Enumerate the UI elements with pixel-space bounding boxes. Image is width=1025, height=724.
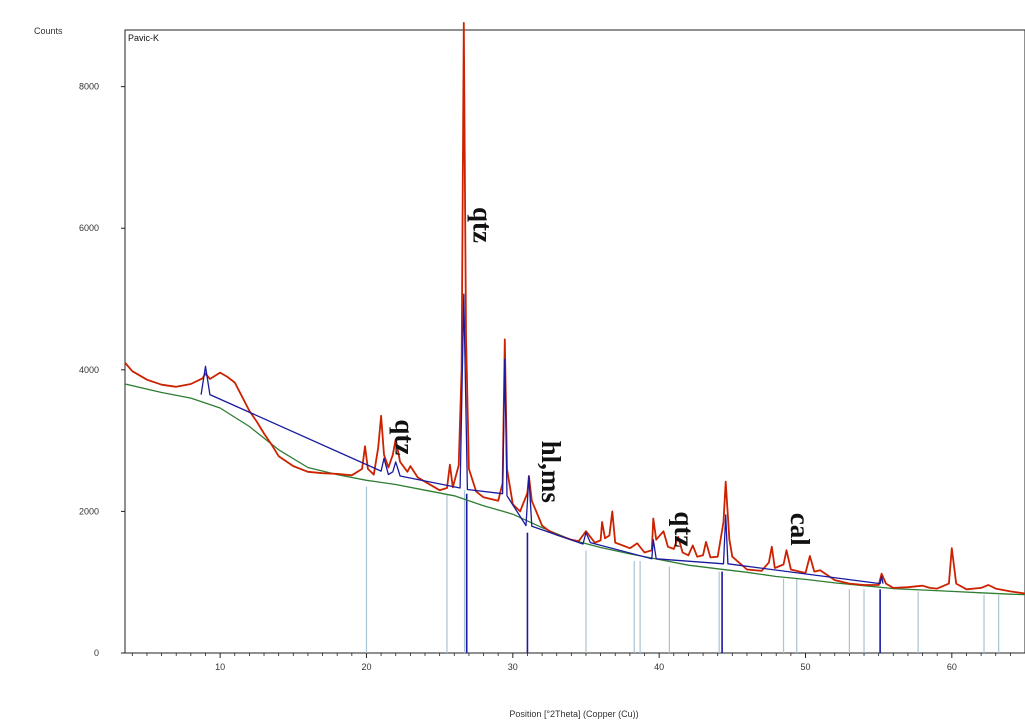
y-tick-label-6000: 6000: [79, 223, 99, 233]
x-axis-title: Position [°2Theta] (Copper (Cu)): [509, 709, 638, 719]
y-tick-label-4000: 4000: [79, 365, 99, 375]
annotation-cal-4: cal: [785, 513, 815, 546]
axes: 10 20 30 40 50 60 0 2000 4000 6000 8000: [79, 82, 1011, 672]
series-line-observed: [124, 22, 1025, 595]
x-tick-label-60: 60: [947, 662, 957, 672]
annotation-hl-ms-2: hl,ms: [536, 441, 566, 503]
y-tick-label-0: 0: [94, 648, 99, 658]
reference-lines: [365, 486, 1000, 653]
series-line-background: [124, 383, 1025, 596]
x-tick-label-30: 30: [508, 662, 518, 672]
annotation-qtz-0: qtz: [467, 207, 497, 243]
x-tick-label-20: 20: [361, 662, 371, 672]
sample-label: Pavic-K: [128, 33, 159, 43]
y-tick-label-8000: 8000: [79, 82, 99, 92]
annotation-qtz-3: qtz: [669, 511, 699, 547]
series-line-calculated: [200, 293, 884, 585]
y-tick-label-2000: 2000: [79, 506, 99, 516]
x-tick-label-40: 40: [654, 662, 664, 672]
plot-frame: [124, 29, 1025, 654]
annotations: qtz qtz hl,ms qtz cal: [390, 207, 815, 547]
x-tick-label-50: 50: [800, 662, 810, 672]
series-group: [124, 22, 1025, 596]
annotation-qtz-1: qtz: [390, 419, 420, 455]
y-axis-title: Counts: [34, 26, 63, 36]
x-tick-label-10: 10: [215, 662, 225, 672]
